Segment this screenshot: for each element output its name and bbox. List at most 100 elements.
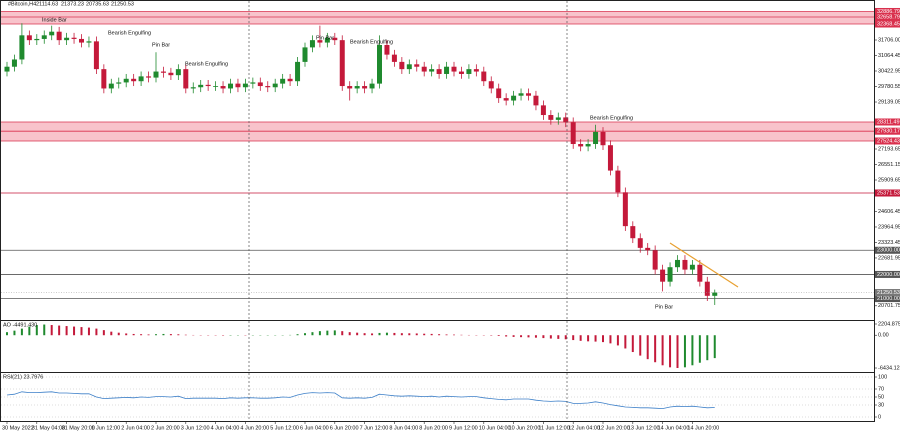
plot-layer xyxy=(1,11,877,424)
ao-bar xyxy=(341,331,344,336)
annotation: Bearish Engulfing xyxy=(108,30,151,36)
level-label-box xyxy=(875,13,900,21)
candle-body xyxy=(146,76,152,78)
candle-body xyxy=(585,144,591,147)
ao-bar xyxy=(520,335,523,338)
candle-body xyxy=(369,83,375,89)
ao-bar xyxy=(385,332,388,336)
ao-bar xyxy=(43,324,46,336)
candle-body xyxy=(11,59,17,67)
level-label: 22000.00 xyxy=(877,272,900,278)
candle-body xyxy=(473,69,479,72)
candle-body xyxy=(19,35,25,60)
candle-body xyxy=(704,281,710,296)
ao-bar xyxy=(58,325,61,336)
candle-body xyxy=(548,115,554,120)
ao-bar xyxy=(661,335,664,366)
symbol: #Bitcoin,H4 xyxy=(8,1,36,7)
candle-body xyxy=(533,95,539,106)
ao-bar xyxy=(609,335,612,344)
ao-bar xyxy=(326,330,329,336)
ao-bar xyxy=(654,335,657,363)
candle-body xyxy=(34,38,40,41)
ao-bar xyxy=(348,332,351,336)
candle-body xyxy=(332,37,338,41)
candle-body xyxy=(272,83,278,88)
ao-bar xyxy=(95,328,98,336)
y-tick-label: 20701.75 xyxy=(878,303,900,309)
ao-bar xyxy=(646,335,649,360)
level-label-box xyxy=(875,20,900,28)
candle-body xyxy=(563,117,569,123)
candle-body xyxy=(481,71,487,82)
candle-body xyxy=(444,66,450,74)
candle-body xyxy=(26,35,32,41)
candle-body xyxy=(280,78,286,84)
x-tick-label: 14 Jun 20:00 xyxy=(687,425,719,431)
level-label: 27930.17 xyxy=(877,129,900,135)
ao-bar xyxy=(356,332,359,336)
annotation: Bearish Engulfing xyxy=(350,39,393,45)
ao-bar xyxy=(304,333,306,336)
ao-bar xyxy=(155,334,157,336)
ao-bar xyxy=(147,334,150,336)
level-label-box xyxy=(875,137,900,145)
x-tick-label: 5 Jun 12:00 xyxy=(270,425,299,431)
y-tick-label: 0.00 xyxy=(878,333,889,339)
x-tick-label: 12 Jun 04:00 xyxy=(568,425,600,431)
ao-bar xyxy=(669,335,672,368)
level-label-box xyxy=(875,189,900,197)
candle-body xyxy=(86,41,92,43)
candle-body xyxy=(4,66,10,72)
candle-body xyxy=(466,69,472,74)
level-label: 32886.79 xyxy=(877,9,900,15)
candle-body xyxy=(339,40,345,87)
x-tick-label: 6 Jun 20:00 xyxy=(330,425,359,431)
candle-body xyxy=(108,83,114,89)
candle-body xyxy=(712,292,718,296)
ao-bar xyxy=(177,334,180,336)
ao-bar xyxy=(445,334,448,336)
level-label-box xyxy=(875,246,900,254)
x-tick-label: 6 Jun 04:00 xyxy=(300,425,329,431)
candle-body xyxy=(354,86,360,89)
price-label-box xyxy=(875,289,900,297)
x-tick-label: 3 Jun 12:00 xyxy=(181,425,210,431)
ao-bar xyxy=(184,334,187,336)
annotation: Pin Bar xyxy=(316,35,334,41)
candle-body xyxy=(377,44,382,84)
ao-bar xyxy=(616,335,619,346)
candle-body xyxy=(630,226,636,239)
candle-body xyxy=(436,69,442,74)
ao-bar xyxy=(110,331,113,336)
ao-bar xyxy=(683,335,686,368)
candle-body xyxy=(615,170,621,193)
candle-body xyxy=(138,76,144,82)
ao-bar xyxy=(28,326,31,336)
candle-body xyxy=(168,72,174,76)
candle-body xyxy=(675,259,680,268)
ao-bar xyxy=(102,330,105,336)
candle-body xyxy=(540,105,546,116)
candle-body xyxy=(153,71,159,78)
candle-body xyxy=(414,64,420,67)
ao-bar xyxy=(631,335,634,353)
candle-body xyxy=(235,83,241,88)
candle-body xyxy=(660,269,666,282)
ao-bar xyxy=(20,328,23,336)
level-label-box xyxy=(875,118,900,126)
level-label-box xyxy=(875,270,900,278)
x-tick-label: 12 Jun 20:00 xyxy=(598,425,630,431)
candle-body xyxy=(49,31,55,36)
level-label: 21000.00 xyxy=(877,296,900,302)
ao-bar xyxy=(363,333,366,336)
candle-body xyxy=(518,93,524,96)
ao-bar xyxy=(505,335,508,337)
ao-bar xyxy=(80,327,83,336)
ao-bar xyxy=(691,335,694,366)
candle-body xyxy=(265,86,271,88)
ao-bar xyxy=(296,334,299,336)
candle-body xyxy=(309,40,315,48)
ao-bar xyxy=(13,330,16,336)
